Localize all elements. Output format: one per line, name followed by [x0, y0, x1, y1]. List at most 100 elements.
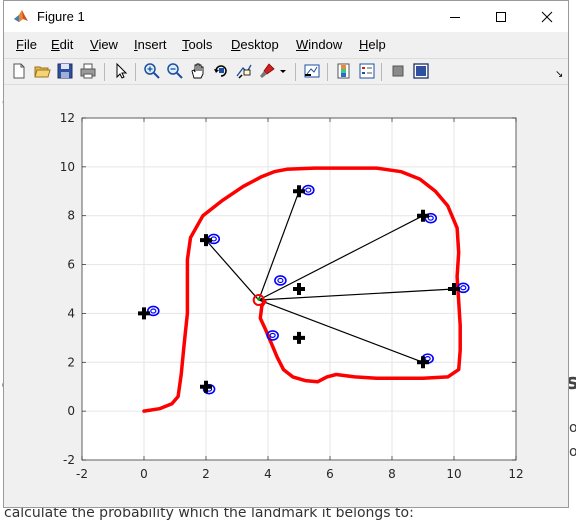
landmark-marker [293, 331, 305, 344]
menu-edit-rest: dit [59, 37, 74, 52]
brush-icon[interactable] [258, 62, 276, 80]
x-tick-label: -2 [76, 467, 88, 481]
insert-legend-icon[interactable] [358, 62, 376, 80]
menu-edit[interactable]: Edit [51, 37, 73, 52]
y-tick-label: -2 [63, 453, 75, 467]
brush-dropdown-icon[interactable] [278, 62, 288, 80]
axes-box [81, 117, 517, 461]
landmark-marker [293, 185, 305, 198]
menu-help-mnemonic: H [359, 37, 369, 52]
hide-plot-tools-icon[interactable] [389, 62, 407, 80]
menu-tools-rest: ools [188, 37, 213, 52]
landmark-marker [448, 283, 460, 295]
menu-insert[interactable]: Insert [134, 37, 167, 52]
x-tick-label: 12 [508, 467, 523, 481]
menu-edit-mnemonic: E [51, 37, 60, 52]
observation-line [258, 288, 455, 301]
toolbar-separator [295, 63, 296, 81]
menu-view-mnemonic: V [90, 37, 99, 52]
x-tick-label: 0 [140, 467, 148, 481]
save-icon[interactable] [56, 62, 74, 80]
menu-window-mnemonic: W [296, 37, 309, 52]
menu-help[interactable]: Help [359, 37, 386, 52]
y-tick-label: 2 [67, 355, 75, 369]
menu-file-mnemonic: F [16, 37, 24, 52]
x-tick-label: 8 [388, 467, 396, 481]
close-icon [541, 11, 553, 22]
ticks: -2 0 2 4 6 8 10 12 -2 0 2 4 6 8 10 12 [60, 111, 524, 481]
y-tick-label: 0 [67, 404, 75, 418]
y-tick-label: 8 [67, 209, 75, 223]
estimate-ellipse [266, 330, 279, 341]
robot-path [142, 166, 462, 413]
estimate-ellipse [424, 212, 438, 224]
insert-colorbar-icon[interactable] [335, 62, 353, 80]
markers [138, 184, 470, 395]
maximize-button[interactable] [478, 1, 524, 32]
background-heading-right: s [566, 370, 576, 395]
robot-pose-marker [252, 293, 265, 306]
pan-icon[interactable] [189, 62, 207, 80]
figure-toolbar [4, 58, 568, 85]
menu-tools[interactable]: Tools [182, 37, 212, 52]
menu-bar: File Edit View Insert Tools Desktop Wind… [4, 32, 568, 80]
x-tick-label: 2 [202, 467, 210, 481]
minimize-button[interactable] [432, 1, 478, 32]
minimize-icon [450, 16, 460, 18]
new-figure-icon[interactable] [10, 62, 28, 80]
menu-help-rest: elp [368, 37, 386, 52]
zoom-out-icon[interactable] [166, 62, 184, 80]
landmark-marker [138, 307, 150, 320]
toolbar-separator [327, 63, 328, 81]
data-cursor-icon[interactable] [235, 62, 253, 80]
observation-line [205, 239, 260, 301]
robot-center-marker [257, 297, 261, 301]
estimate-ellipse-inner [460, 285, 467, 291]
menu-window[interactable]: Window [296, 37, 342, 52]
landmark-marker [200, 234, 212, 247]
title-bar[interactable]: Figure 1 [4, 1, 568, 32]
show-plot-tools-icon[interactable] [412, 62, 430, 80]
menu-file[interactable]: File [16, 37, 37, 52]
path-line [142, 166, 462, 413]
estimate-ellipse-inner [305, 187, 312, 193]
menu-insert-mnemonic: I [134, 37, 138, 52]
menu-view-rest: iew [98, 37, 118, 52]
landmark-marker [417, 356, 429, 369]
menu-tools-mnemonic: T [182, 37, 189, 52]
estimate-ellipse [274, 275, 287, 286]
menu-file-rest: ile [23, 37, 37, 52]
zoom-in-icon[interactable] [143, 62, 161, 80]
toolbar-separator [135, 63, 136, 81]
landmark-marker [293, 283, 305, 295]
print-icon[interactable] [79, 62, 97, 80]
estimate-ellipse [202, 383, 216, 395]
estimate-ellipse-inner [269, 332, 276, 339]
link-plot-icon[interactable] [303, 62, 321, 80]
window-title: Figure 1 [37, 9, 85, 24]
menu-desktop-mnemonic: D [231, 37, 241, 52]
estimate-ellipse-inner [427, 215, 434, 221]
y-tick-label: 12 [60, 111, 75, 125]
matlab-logo-icon [13, 8, 29, 24]
landmark-marker [200, 380, 212, 393]
maximize-icon [496, 11, 506, 22]
close-button[interactable] [524, 1, 570, 32]
menu-desktop-rest: esktop [240, 37, 279, 52]
dock-figure-icon[interactable]: ↘ [555, 69, 564, 80]
landmark-marker [417, 209, 429, 222]
background-line-right-1: o [569, 420, 576, 436]
open-file-icon[interactable] [33, 62, 51, 80]
x-tick-label: 6 [326, 467, 334, 481]
background-line-right-2: o [569, 444, 576, 460]
toolbar-separator [381, 63, 382, 81]
rotate-3d-icon[interactable] [212, 62, 230, 80]
observation-line [258, 299, 424, 363]
menu-desktop[interactable]: Desktop [231, 37, 279, 52]
menu-window-rest: indow [308, 37, 343, 52]
select-arrow-icon[interactable] [112, 62, 130, 80]
y-tick-label: 10 [60, 160, 75, 174]
menu-view[interactable]: View [90, 37, 118, 52]
x-tick-label: 4 [264, 467, 272, 481]
toolbar-separator [104, 63, 105, 81]
